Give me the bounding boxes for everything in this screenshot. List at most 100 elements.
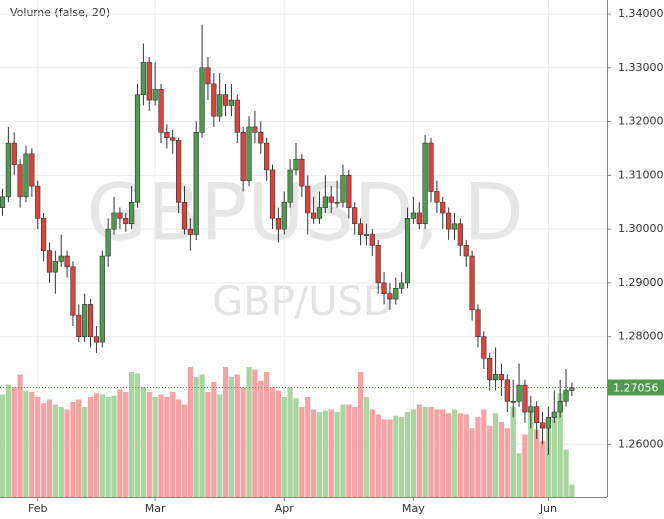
candle-body <box>99 255 105 343</box>
candle-body <box>228 99 235 106</box>
volume-bar <box>504 428 510 497</box>
candle-body <box>375 244 381 284</box>
volume-bar <box>246 367 252 497</box>
x-tick-label: Mar <box>145 502 166 515</box>
candle-body <box>70 266 76 316</box>
candle-body <box>281 201 287 230</box>
candle-body <box>193 132 199 235</box>
y-tick-label: 1.34000 <box>618 7 664 20</box>
candle-body <box>340 175 346 203</box>
candle-body <box>105 228 111 257</box>
volume-bar <box>222 367 229 497</box>
candle-body <box>252 126 258 133</box>
volume-bar <box>170 392 176 497</box>
volume-bar <box>340 404 346 497</box>
candle-body <box>410 212 417 219</box>
candle-body <box>275 218 281 230</box>
volume-bar <box>287 387 293 497</box>
volume-bar <box>387 419 393 497</box>
candle-body <box>328 196 334 203</box>
volume-bar <box>563 449 569 497</box>
volume-bar <box>410 409 417 497</box>
volume-bar <box>299 407 305 497</box>
volume-bar <box>516 453 522 497</box>
candle-body <box>217 94 223 117</box>
volume-bar <box>545 419 552 497</box>
candle-body <box>46 250 53 273</box>
volume-bar <box>29 392 35 497</box>
candle-body <box>11 142 17 165</box>
volume-bar <box>181 404 188 497</box>
candle-body <box>246 126 252 182</box>
volume-bar <box>269 387 276 497</box>
volume-bar <box>252 369 258 497</box>
candle-body <box>316 207 323 219</box>
volume-bar <box>93 393 100 497</box>
volume-bar <box>322 410 328 497</box>
volume-bar <box>234 374 240 497</box>
volume-bar <box>457 413 463 497</box>
candle-body <box>551 411 557 418</box>
last-price-box <box>608 379 664 396</box>
candle-body <box>117 212 123 219</box>
candle-body <box>29 153 35 187</box>
candle-body <box>363 234 370 236</box>
volume-bar <box>463 414 469 497</box>
volume-bar <box>416 404 422 497</box>
candle-body <box>487 357 493 381</box>
volume-bar <box>475 417 481 497</box>
volume-bar <box>87 397 94 497</box>
last-price-label: 1.27056 <box>613 381 659 394</box>
volume-bar <box>64 409 70 497</box>
volume-bar <box>129 372 135 497</box>
volume-bar <box>76 399 82 497</box>
candle-body <box>87 304 94 338</box>
volume-bar <box>175 399 182 497</box>
volume-bar <box>281 397 287 497</box>
volume-bar <box>328 409 334 497</box>
candle-body <box>569 387 575 391</box>
candle-body <box>346 175 352 208</box>
candle-body <box>240 132 246 182</box>
candle-body <box>481 336 487 359</box>
candle-body <box>334 201 340 204</box>
candle-body <box>23 153 29 198</box>
candle-body <box>557 400 563 413</box>
volume-bar <box>158 394 164 497</box>
candle-body <box>140 62 146 95</box>
watermark-subtitle: GBP/USD <box>212 279 394 325</box>
volume-bar <box>393 415 399 497</box>
y-tick-label: 1.32000 <box>618 115 664 128</box>
y-tick-label: 1.31000 <box>618 168 664 181</box>
volume-bar <box>522 434 528 497</box>
candle-body <box>516 384 522 402</box>
candle-body <box>352 207 358 225</box>
candle-body <box>393 288 399 300</box>
volume-bar <box>357 372 364 497</box>
volume-bar <box>152 397 158 497</box>
volume-bar <box>140 387 147 497</box>
candle-body <box>539 422 546 429</box>
volume-bar <box>35 397 41 497</box>
candle-body <box>35 185 41 219</box>
candle-body <box>357 223 364 235</box>
volume-bar <box>123 392 129 497</box>
candle-body <box>457 223 463 246</box>
volume-bar <box>375 414 381 497</box>
volume-bar <box>40 403 47 497</box>
candle-body <box>111 212 117 230</box>
candle-body <box>176 140 182 203</box>
candle-body <box>563 390 569 402</box>
volume-bar <box>134 373 141 497</box>
volume-bar <box>534 429 540 497</box>
volume-bar <box>258 380 264 497</box>
volume-bar <box>363 397 370 497</box>
candle-body <box>434 191 440 203</box>
volume-bar <box>193 377 199 497</box>
candle-body <box>528 406 534 413</box>
volume-bar <box>217 394 223 497</box>
candle-body <box>293 158 299 171</box>
candle-body <box>305 185 311 214</box>
candle-body <box>369 234 375 246</box>
candle-body <box>534 406 540 424</box>
